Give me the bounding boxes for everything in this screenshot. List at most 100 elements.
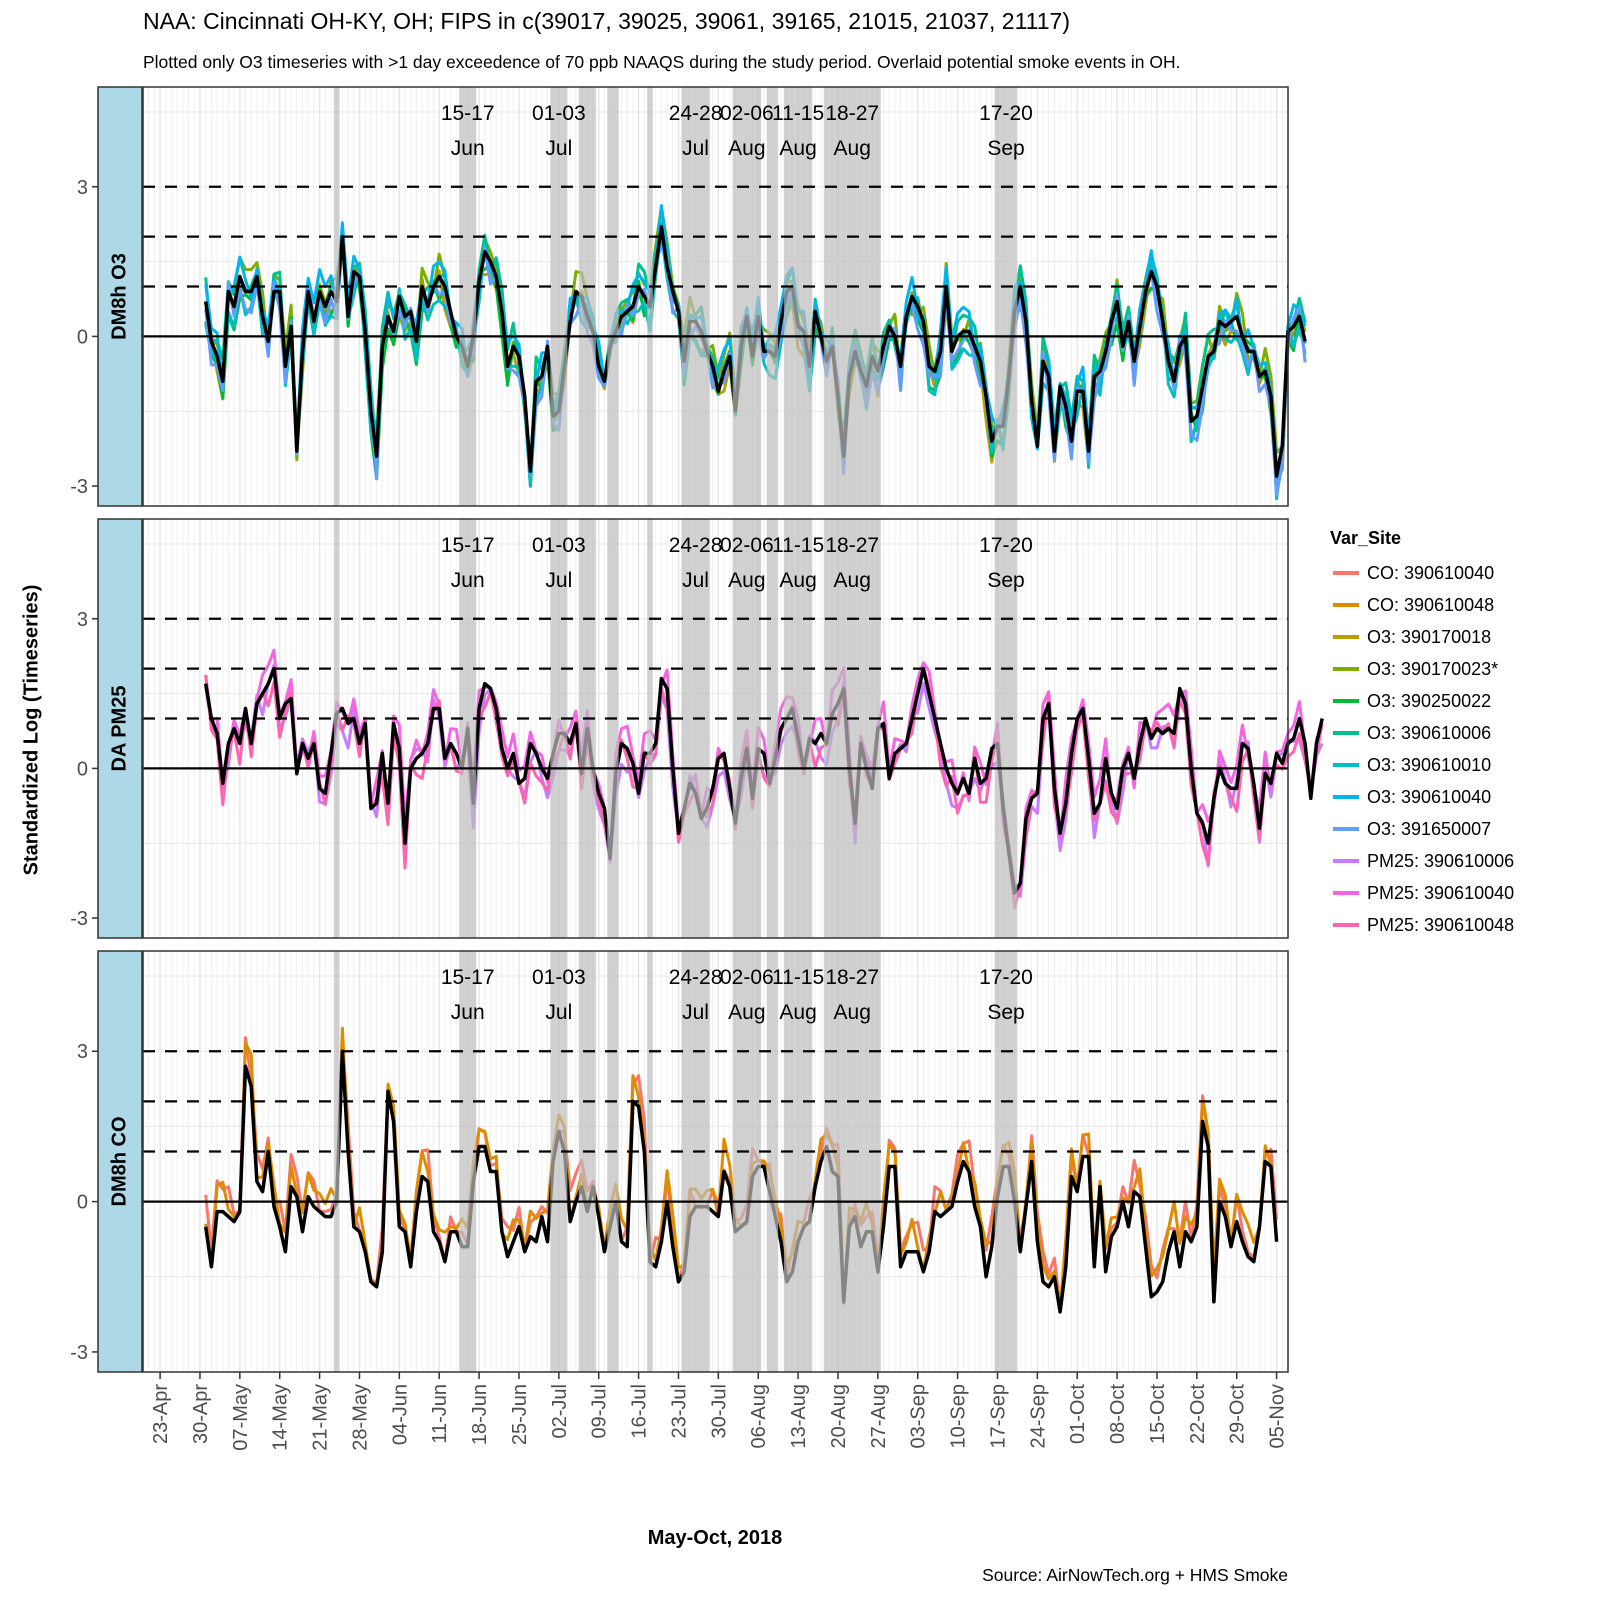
y-tick-label: -3	[70, 1342, 88, 1364]
smoke-event-label-month: Jul	[682, 1001, 709, 1024]
smoke-event-band	[994, 87, 1018, 506]
chart-title: NAA: Cincinnati OH-KY, OH; FIPS in c(390…	[143, 8, 1070, 34]
smoke-event-label-month: Sep	[987, 1001, 1024, 1024]
panel-border	[142, 86, 1289, 507]
x-tick-label: 13-Aug	[788, 1384, 810, 1449]
smoke-event-band	[607, 951, 619, 1372]
x-tick-label: 22-Oct	[1187, 1384, 1209, 1444]
smoke-event-band	[607, 519, 619, 938]
y-tick-label: 3	[77, 177, 88, 199]
x-tick-label: 14-May	[270, 1384, 292, 1451]
facet-strip-label: DA PM25	[108, 686, 130, 772]
legend-item: O3: 390610006	[1330, 717, 1514, 749]
chart-subtitle: Plotted only O3 timeseries with >1 day e…	[143, 52, 1181, 72]
x-tick-label: 23-Jul	[668, 1384, 690, 1438]
smoke-event-band	[333, 951, 340, 1372]
smoke-event-label-dates: 17-20	[979, 102, 1033, 125]
y-tick-label: -3	[70, 476, 88, 498]
legend-title: Var_Site	[1330, 528, 1402, 548]
legend-label: PM25: 390610006	[1367, 850, 1515, 871]
panel-border	[142, 518, 1289, 939]
smoke-event-label-dates: 24-28	[669, 534, 723, 557]
smoke-event-label-month: Sep	[987, 569, 1024, 592]
smoke-event-label-dates: 11-15	[772, 966, 824, 989]
legend-label: O3: 390610006	[1367, 722, 1492, 743]
smoke-event-label-month: Jul	[682, 569, 709, 592]
smoke-event-label-dates: 24-28	[669, 102, 723, 125]
legend-key-swatch	[1333, 699, 1359, 703]
smoke-event-band	[994, 951, 1018, 1372]
y-axis-title: Standardized Log (Timeseries)	[20, 584, 43, 876]
smoke-event-label-month: Jul	[545, 137, 572, 160]
legend-label: O3: 390250022	[1367, 690, 1492, 711]
legend-label: CO: 390610040	[1367, 562, 1495, 583]
x-tick-label: 25-Jun	[509, 1384, 531, 1445]
series-line-bold	[203, 666, 1324, 895]
smoke-event-label-month: Jun	[451, 569, 485, 592]
smoke-event-label-dates: 15-17	[441, 966, 495, 989]
source-caption: Source: AirNowTech.org + HMS Smoke	[982, 1565, 1288, 1585]
legend-label: O3: 391650007	[1367, 818, 1492, 839]
legend-key-swatch	[1333, 795, 1359, 799]
smoke-event-band	[766, 87, 779, 506]
panel-border	[142, 950, 1289, 1373]
smoke-event-label-month: Aug	[834, 1001, 871, 1024]
panel-background	[143, 519, 1288, 938]
legend-label: CO: 390610048	[1367, 594, 1495, 615]
legend-label: O3: 390610040	[1367, 786, 1492, 807]
y-tick-label: 0	[77, 758, 88, 780]
smoke-event-label-dates: 11-15	[772, 534, 824, 557]
legend-key-swatch	[1333, 923, 1359, 927]
x-tick-label: 30-Apr	[190, 1384, 212, 1444]
smoke-event-band	[590, 951, 596, 1372]
facet-strip	[97, 86, 143, 507]
smoke-event-label-month: Aug	[779, 137, 816, 160]
smoke-event-band	[459, 951, 477, 1372]
smoke-event-band	[681, 87, 710, 506]
x-tick-label: 04-Jun	[389, 1384, 411, 1445]
legend-key-swatch	[1333, 763, 1359, 767]
smoke-event-label-month: Sep	[987, 137, 1024, 160]
legend-key-swatch	[1333, 635, 1359, 639]
smoke-event-label-dates: 01-03	[532, 966, 586, 989]
legend-item: O3: 390170018	[1330, 621, 1514, 653]
smoke-event-label-dates: 11-15	[772, 102, 824, 125]
smoke-event-band	[590, 87, 596, 506]
smoke-event-band	[994, 519, 1018, 938]
x-tick-label: 20-Aug	[828, 1384, 850, 1449]
smoke-event-band	[681, 951, 710, 1372]
x-tick-label: 08-Oct	[1107, 1384, 1129, 1444]
legend-item: O3: 390250022	[1330, 685, 1514, 717]
facet-panel-2: 15-17Jun01-03Jul24-28Jul02-06Aug11-15Aug…	[70, 950, 1289, 1373]
legend-label: O3: 390170018	[1367, 626, 1492, 647]
legend-label: PM25: 390610048	[1367, 914, 1515, 935]
x-axis-title: May-Oct, 2018	[647, 1527, 783, 1549]
x-tick-label: 18-Jun	[469, 1384, 491, 1445]
x-tick-label: 09-Jul	[589, 1384, 611, 1438]
smoke-event-band	[783, 519, 813, 938]
smoke-event-band	[732, 87, 762, 506]
smoke-event-band	[578, 87, 591, 506]
x-tick-label: 06-Aug	[748, 1384, 770, 1449]
y-tick-label: 0	[77, 326, 88, 348]
smoke-event-band	[681, 519, 710, 938]
smoke-event-label-dates: 02-06	[720, 534, 774, 557]
legend-key-swatch	[1333, 827, 1359, 831]
smoke-event-label-dates: 17-20	[979, 534, 1033, 557]
x-tick-label: 11-Jun	[429, 1384, 451, 1444]
x-tick-label: 03-Sep	[908, 1384, 930, 1449]
smoke-event-label-dates: 01-03	[532, 534, 586, 557]
smoke-event-band	[732, 951, 762, 1372]
smoke-event-label-month: Aug	[834, 137, 871, 160]
legend-item: CO: 390610048	[1330, 589, 1514, 621]
smoke-event-label-dates: 02-06	[720, 102, 774, 125]
smoke-event-band	[783, 951, 813, 1372]
legend-label: O3: 390610010	[1367, 754, 1492, 775]
legend-key-swatch	[1333, 667, 1359, 671]
legend-item: O3: 390170023*	[1330, 653, 1514, 685]
smoke-event-band	[823, 951, 881, 1372]
x-tick-label: 21-May	[310, 1384, 332, 1451]
smoke-event-band	[550, 87, 568, 506]
legend-key-swatch	[1333, 603, 1359, 607]
legend-item: PM25: 390610006	[1330, 845, 1514, 877]
